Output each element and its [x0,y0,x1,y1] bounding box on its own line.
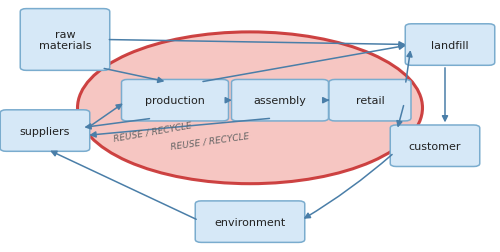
FancyBboxPatch shape [122,80,228,121]
FancyBboxPatch shape [232,80,328,121]
Text: production: production [145,96,205,106]
Text: suppliers: suppliers [20,126,70,136]
FancyBboxPatch shape [329,80,411,121]
Text: REUSE / RECYCLE: REUSE / RECYCLE [170,131,250,151]
FancyBboxPatch shape [390,125,480,167]
Ellipse shape [78,33,422,184]
Text: REUSE / RECYCLE: REUSE / RECYCLE [112,120,192,143]
FancyBboxPatch shape [405,25,495,66]
Text: assembly: assembly [254,96,306,106]
Text: retail: retail [356,96,384,106]
Text: environment: environment [214,217,286,227]
Text: raw
materials: raw materials [39,29,91,51]
FancyBboxPatch shape [195,201,304,242]
Text: landfill: landfill [431,40,469,50]
Text: customer: customer [409,141,461,151]
FancyBboxPatch shape [0,110,90,152]
FancyBboxPatch shape [20,10,110,71]
